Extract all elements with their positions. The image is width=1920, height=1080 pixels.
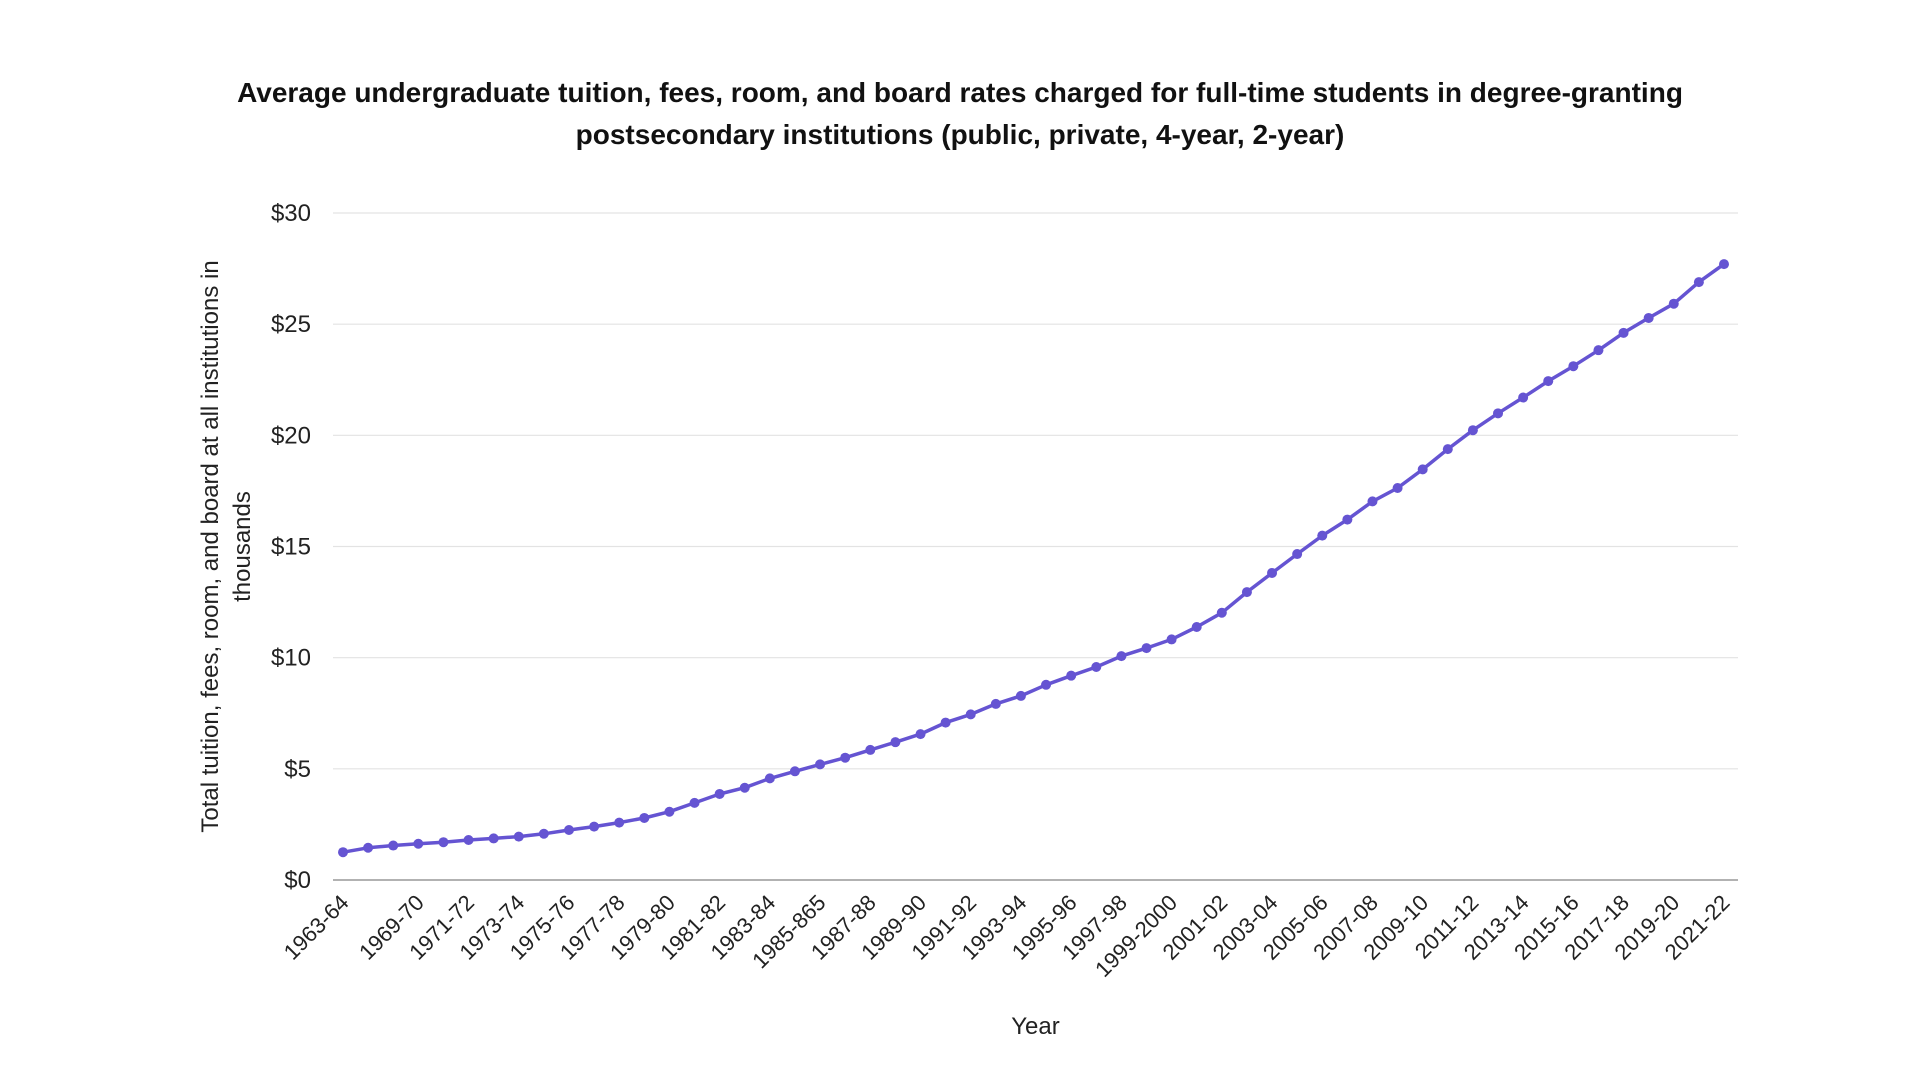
data-point — [438, 837, 449, 848]
data-point — [1141, 643, 1152, 654]
data-point — [1417, 464, 1428, 475]
data-point — [815, 759, 826, 770]
data-point — [1618, 327, 1629, 338]
data-point — [1493, 408, 1504, 419]
data-point — [1467, 425, 1478, 436]
y-axis-ticks: $0 $5 $10 $15 $20 $25 $30 — [271, 200, 311, 894]
y-tick-label: $15 — [271, 534, 311, 561]
data-point — [589, 821, 600, 832]
data-point — [865, 744, 876, 755]
chart-title: Average undergraduate tuition, fees, roo… — [237, 77, 1683, 150]
y-tick-label: $5 — [284, 756, 311, 783]
data-point — [363, 842, 374, 853]
data-point — [1568, 361, 1579, 372]
data-point — [714, 788, 725, 799]
series-line — [342, 262, 1726, 854]
data-point — [764, 773, 775, 784]
data-point — [1593, 345, 1604, 356]
data-point — [1292, 549, 1303, 560]
data-point — [689, 797, 700, 808]
data-point — [614, 817, 625, 828]
data-point — [1041, 679, 1052, 690]
data-point — [664, 806, 675, 817]
data-point — [915, 729, 926, 740]
data-point — [1693, 277, 1704, 288]
data-point — [488, 833, 499, 844]
data-point — [1668, 298, 1679, 309]
data-point — [789, 766, 800, 777]
data-point — [1367, 496, 1378, 507]
data-point — [513, 831, 524, 842]
data-point — [1241, 587, 1252, 598]
data-point — [1392, 483, 1403, 494]
data-point — [840, 752, 851, 763]
data-point — [1442, 444, 1453, 455]
y-tick-label: $25 — [271, 311, 311, 338]
data-point — [388, 840, 399, 851]
x-axis-title: Year — [1011, 1013, 1060, 1040]
data-point — [965, 709, 976, 720]
y-tick-label: $20 — [271, 422, 311, 449]
x-axis-ticks: 1963-64 1969-701971-721973-741975-761977-… — [279, 890, 1735, 982]
data-point — [338, 847, 348, 858]
x-tick-label: 1963-64 — [279, 890, 354, 965]
data-point — [1015, 690, 1026, 701]
y-tick-label: $10 — [271, 645, 311, 672]
y-tick-label: $0 — [284, 867, 311, 894]
data-point — [639, 812, 650, 823]
data-point — [1543, 376, 1554, 387]
data-point — [1216, 607, 1227, 618]
y-axis-title-line-2: thousands — [229, 491, 256, 602]
data-point — [1342, 514, 1353, 525]
data-point — [1066, 670, 1077, 681]
y-tick-label: $30 — [271, 200, 311, 227]
data-point — [1317, 530, 1328, 541]
data-point — [1518, 392, 1529, 403]
data-point — [1116, 651, 1127, 662]
data-point — [1191, 621, 1202, 632]
data-point — [563, 824, 574, 835]
data-point — [538, 828, 549, 839]
data-point — [739, 782, 750, 793]
data-point — [1719, 259, 1729, 270]
data-points — [338, 259, 1729, 858]
data-point — [1643, 312, 1654, 323]
data-point — [1091, 662, 1102, 673]
data-point — [463, 834, 474, 845]
data-point — [413, 838, 424, 849]
data-point — [890, 737, 901, 748]
data-point — [1166, 634, 1177, 645]
data-point — [990, 698, 1001, 709]
data-point — [940, 717, 951, 728]
data-point — [1267, 567, 1278, 578]
y-axis-title-line-1: Total tuition, fees, room, and board at … — [197, 260, 224, 832]
gridlines — [333, 212, 1738, 770]
